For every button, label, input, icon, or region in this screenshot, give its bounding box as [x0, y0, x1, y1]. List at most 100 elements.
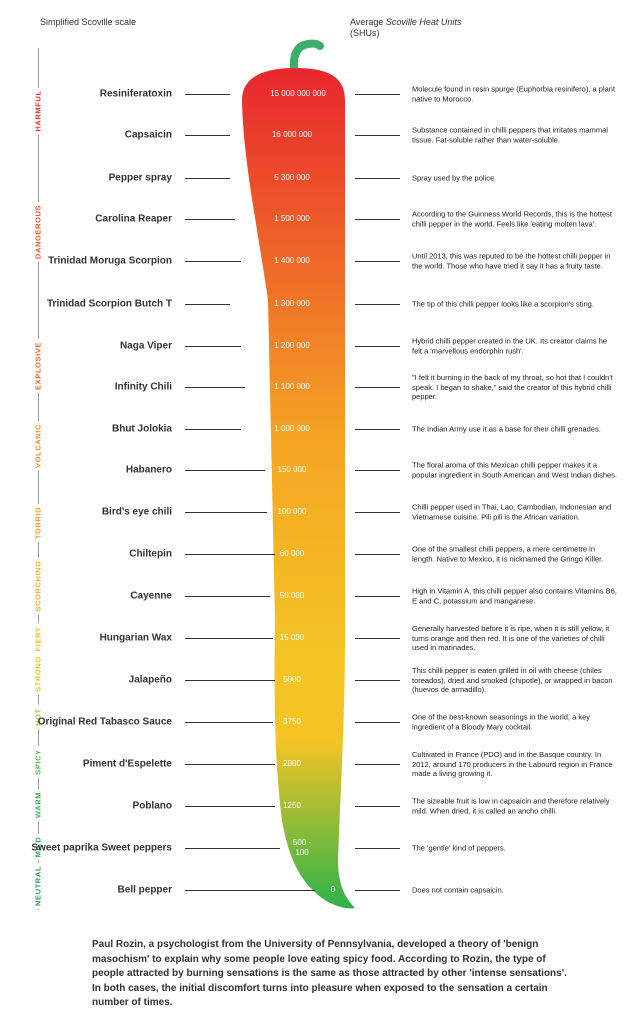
- pepper-name: Trinidad Moruga Scorpion: [48, 255, 172, 267]
- pepper-name: Bhut Jolokia: [111, 423, 172, 435]
- shu-value: 1 200 000: [274, 341, 310, 350]
- pepper-description: The floral aroma of this Mexican chilli …: [412, 460, 617, 480]
- pepper-name: Resiniferatoxin: [99, 88, 172, 100]
- left-leader-line: [185, 806, 275, 807]
- right-leader-line: [355, 219, 400, 220]
- pepper-description: Generally harvested before it is ripe, w…: [412, 623, 610, 652]
- pepper-description: Molecule found in resin spurge (Euphorbi…: [412, 84, 616, 104]
- pepper-description: Spray used by the police.: [412, 173, 497, 183]
- left-leader-line: [185, 554, 275, 555]
- right-leader-line: [355, 470, 400, 471]
- left-leader-line: [185, 387, 245, 388]
- left-leader-line: [185, 512, 267, 513]
- pepper-description: Cultivated in France (PDO) and in the Ba…: [412, 749, 613, 778]
- pepper-description: This chilli pepper is eaten grilled in o…: [412, 665, 613, 694]
- pepper-name: Naga Viper: [119, 340, 172, 352]
- pepper-description: Chilli pepper used in Thai, Lao, Cambodi…: [412, 502, 612, 522]
- pepper-description: "I felt it burning in the back of my thr…: [412, 372, 613, 401]
- pepper-name: Poblano: [132, 800, 172, 812]
- footer-text: Paul Rozin, a psychologist from the Univ…: [92, 939, 567, 1008]
- shu-header-suffix: (SHUs): [350, 28, 380, 38]
- left-leader-line: [185, 304, 230, 305]
- pepper-name: Trinidad Scorpion Butch T: [47, 298, 172, 310]
- pepper-description: One of the smallest chilli peppers, a me…: [412, 544, 604, 564]
- pepper-name: Capsaicin: [124, 129, 172, 141]
- shu-header-prefix: Average: [350, 17, 386, 27]
- left-leader-line: [185, 638, 273, 639]
- left-leader-line: [185, 429, 241, 430]
- shu-value: 1 100 000: [274, 382, 310, 391]
- left-leader-line: [185, 178, 230, 179]
- right-leader-line: [355, 806, 400, 807]
- shu-value: 1 000 000: [274, 424, 310, 433]
- pepper-name: Piment d'Espelette: [82, 758, 172, 770]
- pepper-name: Sweet paprika Sweet peppers: [31, 842, 172, 854]
- shu-value: 15 000 000 000: [270, 89, 326, 98]
- right-leader-line: [355, 554, 400, 555]
- right-leader-line: [355, 304, 400, 305]
- shu-value: 1 300 000: [274, 299, 310, 308]
- left-leader-line: [185, 680, 275, 681]
- right-leader-line: [355, 387, 400, 388]
- pepper-name: Pepper spray: [108, 172, 172, 184]
- right-leader-line: [355, 135, 400, 136]
- pepper-name: Hungarian Wax: [99, 632, 172, 644]
- pepper-name: Infinity Chili: [114, 381, 172, 393]
- pepper-name: Bird's eye chili: [101, 506, 172, 518]
- left-leader-line: [185, 261, 241, 262]
- pepper-description: According to the Guinness World Records,…: [412, 209, 612, 229]
- pepper-description: The 'gentle' kind of peppers.: [412, 843, 506, 853]
- pepper-name: Habanero: [125, 464, 172, 476]
- shu-value: 60 000: [279, 549, 305, 558]
- right-leader-line: [355, 680, 400, 681]
- shu-value: 100 000: [277, 507, 307, 516]
- shu-value: 50 000: [279, 591, 305, 600]
- left-leader-line: [185, 135, 230, 136]
- shu-value: 3750: [283, 717, 301, 726]
- pepper-description: The sizeable fruit is low in capsaicin a…: [412, 796, 610, 816]
- shu-value: 1 500 000: [274, 214, 310, 223]
- right-leader-line: [355, 178, 400, 179]
- pepper-name: Bell pepper: [117, 884, 172, 896]
- right-leader-line: [355, 512, 400, 513]
- shu-value: 15 000: [279, 633, 305, 642]
- right-leader-line: [355, 429, 400, 430]
- pepper-name: Jalapeño: [128, 674, 172, 686]
- left-leader-line: [185, 346, 241, 347]
- right-leader-line: [355, 346, 400, 347]
- scale-axis: [38, 48, 39, 910]
- left-leader-line: [185, 596, 270, 597]
- shu-value: 16 000 000: [271, 130, 313, 139]
- shu-header: Average Scoville Heat Units (SHUs): [350, 17, 550, 39]
- shu-header-italic: Scoville Heat Units: [385, 17, 462, 27]
- shu-value: 1 400 000: [274, 256, 310, 265]
- right-leader-line: [355, 890, 400, 891]
- left-leader-line: [185, 890, 315, 891]
- right-leader-line: [355, 94, 400, 95]
- pepper-description: Until 2013, this was reputed to be the h…: [412, 251, 611, 271]
- pepper-description: One of the best-known seasonings in the …: [412, 712, 591, 732]
- pepper-description: Substance contained in chilli peppers th…: [412, 125, 608, 145]
- left-leader-line: [185, 722, 273, 723]
- right-leader-line: [355, 722, 400, 723]
- pepper-name: Carolina Reaper: [95, 213, 172, 225]
- left-leader-line: [185, 848, 280, 849]
- scale-header: Simplified Scoville scale: [40, 17, 137, 27]
- shu-value: 1250: [283, 801, 301, 810]
- pepper-stem: [289, 39, 324, 78]
- shu-value: 0: [330, 885, 336, 894]
- pepper-name: Original Red Tabasco Sauce: [37, 716, 172, 728]
- pepper-description: The Indian Army use it as a base for the…: [412, 424, 601, 434]
- right-leader-line: [355, 638, 400, 639]
- left-leader-line: [185, 94, 230, 95]
- shu-value: 2000: [283, 759, 301, 768]
- pepper-body: [242, 68, 355, 909]
- pepper-description: Does not contain capsaicin.: [412, 885, 504, 895]
- pepper-name: Chiltepin: [129, 548, 172, 560]
- pepper-description: Hybrid chilli pepper created in the UK. …: [412, 336, 608, 356]
- shu-value: 5 300 000: [274, 173, 310, 182]
- right-leader-line: [355, 596, 400, 597]
- pepper-description: High in Vitamin A, this chilli pepper al…: [412, 586, 617, 606]
- left-leader-line: [185, 219, 235, 220]
